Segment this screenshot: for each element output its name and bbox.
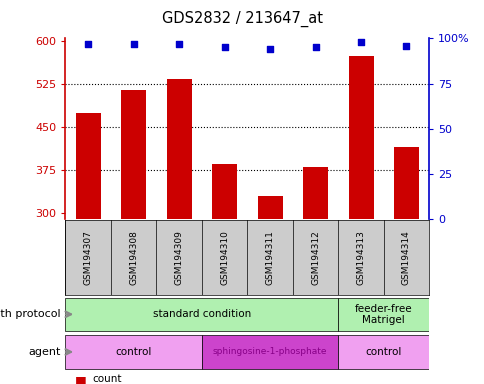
Bar bbox=[338, 298, 428, 331]
Point bbox=[175, 41, 182, 47]
Text: GSM194314: GSM194314 bbox=[401, 230, 410, 285]
Point bbox=[402, 43, 409, 49]
Text: growth protocol: growth protocol bbox=[0, 309, 60, 319]
Point bbox=[356, 39, 364, 45]
Bar bbox=[302, 167, 327, 219]
Bar bbox=[166, 78, 191, 219]
Bar bbox=[257, 196, 282, 219]
Text: GSM194307: GSM194307 bbox=[84, 230, 92, 285]
Text: sphingosine-1-phosphate: sphingosine-1-phosphate bbox=[212, 348, 327, 356]
Text: control: control bbox=[365, 347, 401, 357]
Text: agent: agent bbox=[28, 347, 61, 357]
Point bbox=[84, 41, 92, 47]
Text: control: control bbox=[115, 347, 151, 357]
Text: ■: ■ bbox=[75, 374, 87, 384]
Point bbox=[220, 44, 228, 50]
Bar bbox=[65, 335, 201, 369]
Text: count: count bbox=[92, 374, 121, 384]
Text: GSM194312: GSM194312 bbox=[310, 230, 319, 285]
Bar bbox=[393, 147, 418, 219]
Point bbox=[266, 46, 273, 52]
Text: GSM194311: GSM194311 bbox=[265, 230, 274, 285]
Text: GSM194308: GSM194308 bbox=[129, 230, 138, 285]
Bar bbox=[348, 56, 373, 219]
Point bbox=[130, 41, 137, 47]
Bar bbox=[338, 335, 428, 369]
Text: GSM194310: GSM194310 bbox=[220, 230, 228, 285]
Text: GSM194313: GSM194313 bbox=[356, 230, 365, 285]
Text: feeder-free
Matrigel: feeder-free Matrigel bbox=[354, 303, 412, 325]
Bar bbox=[212, 164, 237, 219]
Point bbox=[311, 44, 319, 50]
Text: standard condition: standard condition bbox=[152, 309, 251, 319]
Bar bbox=[65, 298, 338, 331]
Bar bbox=[121, 90, 146, 219]
Bar bbox=[76, 113, 101, 219]
Text: GDS2832 / 213647_at: GDS2832 / 213647_at bbox=[162, 11, 322, 27]
Text: GSM194309: GSM194309 bbox=[174, 230, 183, 285]
Bar bbox=[201, 335, 338, 369]
